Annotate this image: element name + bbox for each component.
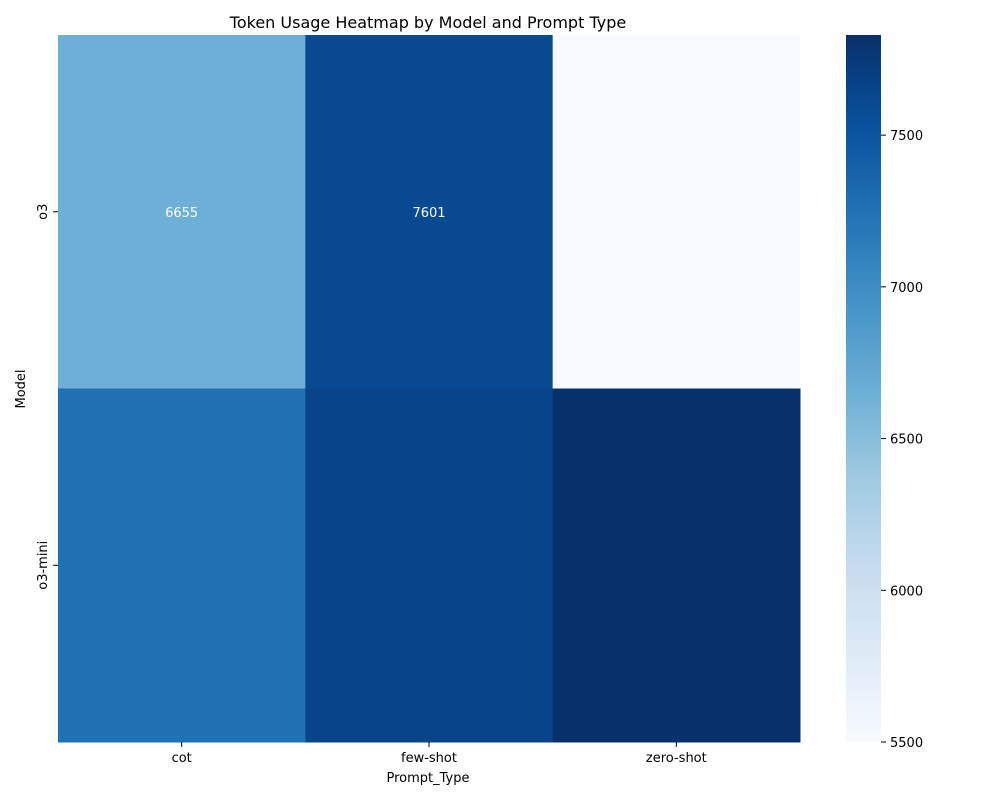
- cell-labels: 6655 7601: [165, 206, 445, 221]
- heatmap-cell: [305, 388, 554, 743]
- y-tick-label: o3-mini: [36, 541, 51, 590]
- x-axis-ticks: cot few-shot zero-shot: [172, 742, 707, 766]
- colorbar-tick-label: 6500: [890, 433, 923, 448]
- colorbar-tick-label: 5500: [890, 736, 923, 751]
- x-tick-label: cot: [172, 751, 192, 766]
- x-tick-label: zero-shot: [646, 751, 707, 766]
- cell-value-label: 6655: [165, 206, 198, 221]
- heatmap-cell: [552, 388, 801, 743]
- colorbar-tick-label: 7500: [890, 129, 923, 144]
- heatmap-cell: [552, 35, 801, 389]
- colorbar-tick-label: 6000: [890, 584, 923, 599]
- heatmap-cell: [58, 35, 306, 389]
- heatmap-cell: [58, 388, 306, 743]
- colorbar: 5500 6000 6500 7000 7500: [846, 35, 923, 751]
- y-axis-label: Model: [14, 369, 29, 408]
- y-tick-label: o3: [36, 204, 51, 220]
- chart-title: Token Usage Heatmap by Model and Prompt …: [229, 13, 626, 32]
- cell-value-label: 7601: [412, 206, 445, 221]
- heatmap-cell: [305, 35, 554, 389]
- x-axis-label: Prompt_Type: [387, 771, 470, 786]
- y-axis-ticks: o3 o3-mini: [36, 204, 58, 590]
- heatmap-cells: [58, 35, 801, 743]
- x-tick-label: few-shot: [401, 751, 457, 766]
- colorbar-gradient: [846, 35, 881, 742]
- colorbar-tick-label: 7000: [890, 281, 923, 296]
